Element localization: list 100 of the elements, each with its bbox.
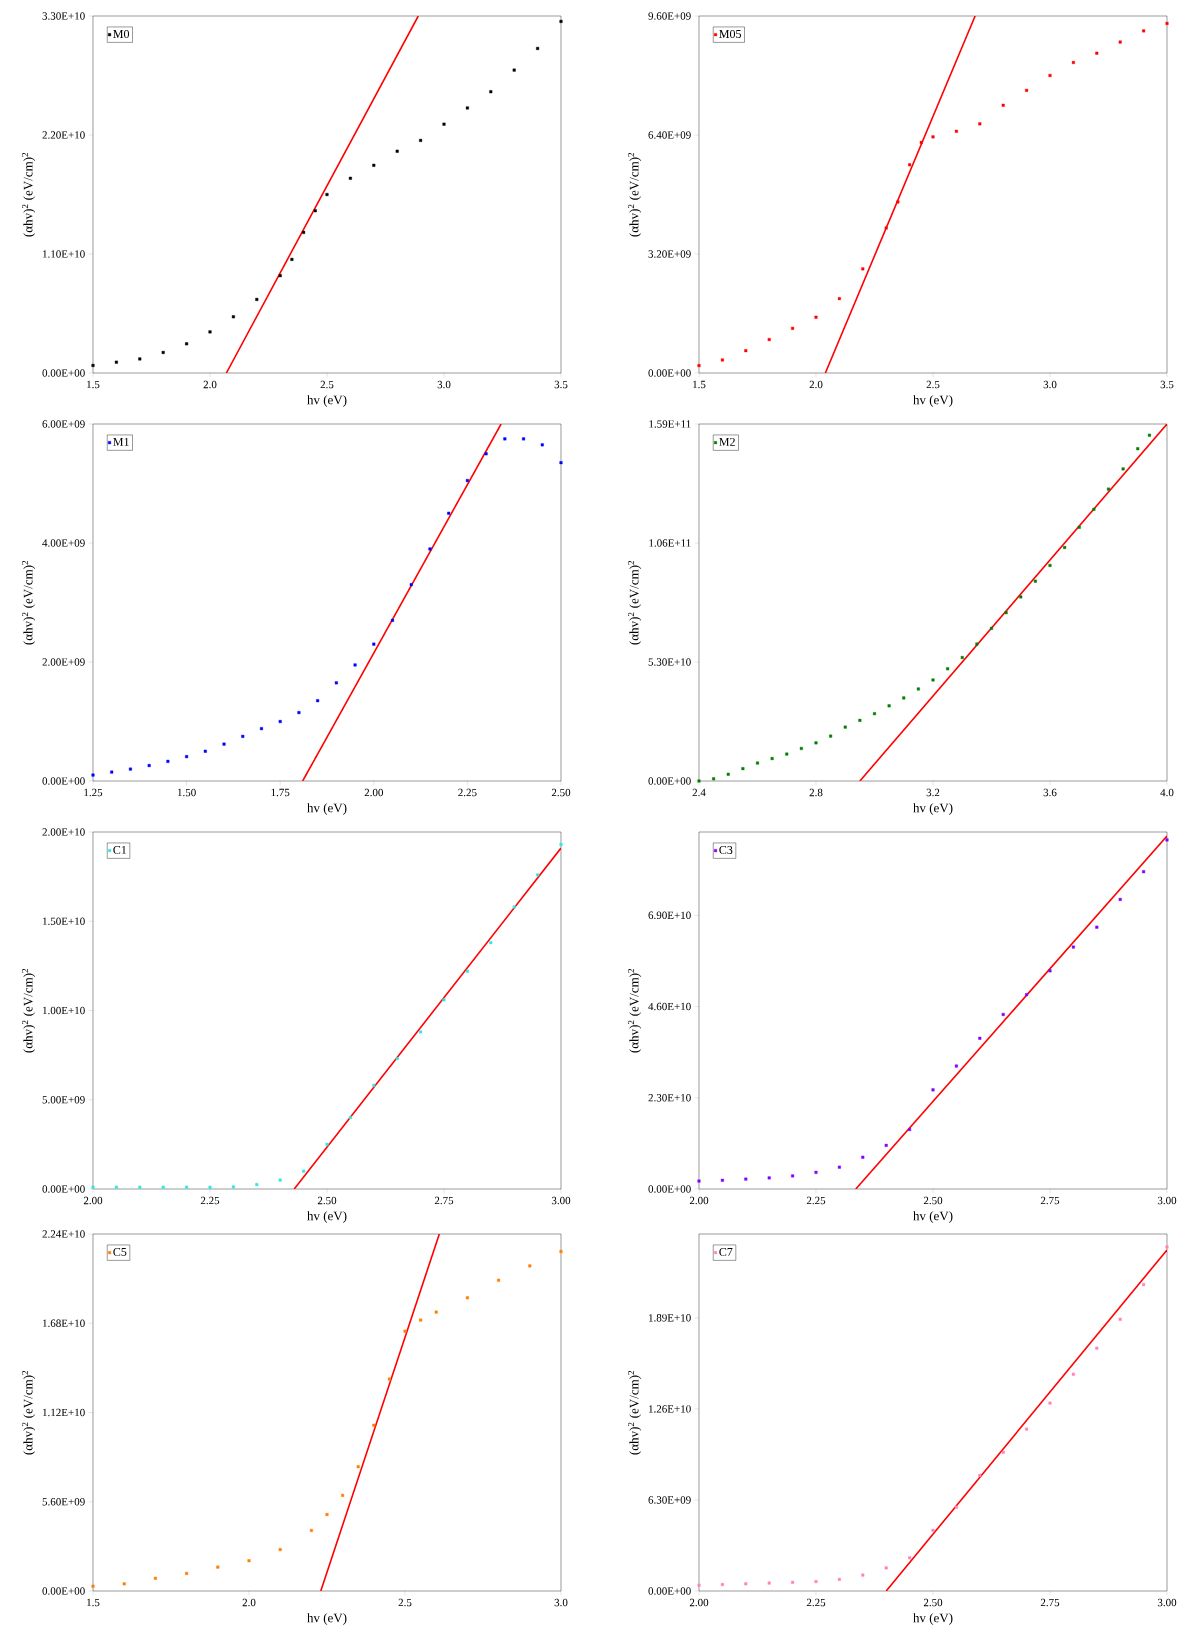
point bbox=[1033, 579, 1037, 583]
x-tick-label: 2.5 bbox=[320, 380, 334, 389]
point bbox=[325, 193, 329, 197]
legend-label: M05 bbox=[719, 29, 742, 39]
x-tick-label: 1.5 bbox=[87, 1598, 100, 1607]
point bbox=[990, 626, 993, 630]
point bbox=[1092, 507, 1096, 511]
point bbox=[791, 1174, 795, 1178]
point bbox=[559, 1250, 563, 1254]
point bbox=[185, 1571, 189, 1575]
x-tick-label: 3.5 bbox=[554, 380, 568, 389]
point bbox=[153, 1576, 157, 1580]
point bbox=[203, 749, 207, 753]
point bbox=[334, 681, 338, 685]
point bbox=[1136, 447, 1140, 451]
point bbox=[348, 176, 352, 180]
point bbox=[447, 511, 451, 515]
y-tick-label: 6.90E+10 bbox=[648, 911, 691, 920]
point bbox=[791, 1580, 795, 1584]
x-tick-label: 2.50 bbox=[923, 1196, 943, 1205]
x-tick-label: 2.25 bbox=[200, 1196, 220, 1205]
point bbox=[91, 1584, 95, 1588]
point bbox=[954, 129, 958, 133]
x-tick-label: 2.75 bbox=[1040, 1196, 1060, 1205]
point bbox=[161, 1185, 165, 1189]
x-tick-label: 2.00 bbox=[689, 1196, 709, 1205]
point bbox=[744, 1177, 748, 1181]
point bbox=[372, 642, 376, 646]
point bbox=[138, 1185, 142, 1189]
point bbox=[395, 1057, 399, 1061]
point bbox=[1063, 546, 1067, 549]
point bbox=[442, 998, 446, 1002]
point bbox=[114, 1185, 118, 1189]
x-tick-label: 2.4 bbox=[692, 788, 706, 797]
point bbox=[861, 267, 865, 271]
x-tick-label: 2.0 bbox=[809, 380, 823, 389]
x-tick-label: 4.0 bbox=[1160, 788, 1174, 797]
x-tick-label: 2.25 bbox=[806, 1598, 826, 1607]
point bbox=[1142, 870, 1146, 874]
point bbox=[559, 19, 563, 23]
point bbox=[208, 330, 212, 334]
y-tick-label: 0.00E+00 bbox=[42, 1587, 85, 1595]
point bbox=[512, 68, 516, 72]
point bbox=[247, 1559, 251, 1563]
point bbox=[931, 1088, 935, 1092]
point bbox=[185, 755, 189, 759]
point bbox=[1071, 945, 1075, 949]
point bbox=[185, 1185, 189, 1189]
y-tick-label: 3.30E+10 bbox=[42, 12, 85, 20]
point bbox=[908, 1556, 912, 1560]
x-tick-label: 2.00 bbox=[364, 788, 384, 797]
y-tick-label: 4.00E+09 bbox=[42, 539, 85, 547]
point bbox=[325, 1513, 329, 1517]
point bbox=[1001, 103, 1005, 107]
point bbox=[908, 1128, 912, 1131]
y-axis-title: (αhv)$^{2}$ (eV/cm)$^{2}$ bbox=[628, 1370, 642, 1455]
point bbox=[419, 1318, 423, 1322]
x-tick-label: 3.0 bbox=[554, 1598, 568, 1607]
point bbox=[1165, 838, 1169, 842]
point bbox=[309, 1528, 313, 1532]
point bbox=[122, 1582, 126, 1586]
point bbox=[1048, 563, 1052, 567]
x-tick-label: 3.00 bbox=[1157, 1196, 1177, 1205]
point bbox=[536, 873, 540, 877]
point bbox=[960, 656, 964, 660]
point bbox=[138, 357, 142, 361]
x-tick-label: 3.0 bbox=[437, 380, 451, 389]
point bbox=[353, 663, 357, 667]
point bbox=[931, 678, 935, 682]
y-tick-label: 3.20E+09 bbox=[648, 250, 691, 258]
point bbox=[978, 1036, 982, 1040]
x-tick-label: 2.8 bbox=[809, 788, 823, 797]
y-tick-label: 5.60E+09 bbox=[42, 1498, 85, 1506]
y-tick-label: 2.20E+10 bbox=[42, 131, 85, 139]
point bbox=[465, 969, 469, 973]
point bbox=[528, 1264, 532, 1268]
point bbox=[916, 687, 920, 691]
y-tick-label: 6.30E+09 bbox=[648, 1496, 691, 1504]
y-tick-label: 2.00E+09 bbox=[42, 658, 85, 666]
point bbox=[873, 712, 876, 716]
point bbox=[484, 452, 488, 456]
x-tick-label: 2.5 bbox=[398, 1598, 412, 1607]
point bbox=[1025, 1427, 1029, 1431]
point bbox=[861, 1155, 865, 1159]
point bbox=[884, 1566, 888, 1570]
point bbox=[278, 1548, 282, 1552]
x-tick-label: 3.0 bbox=[1043, 380, 1057, 389]
x-tick-label: 2.75 bbox=[1040, 1598, 1060, 1607]
y-tick-label: 6.40E+09 bbox=[648, 131, 691, 139]
point bbox=[91, 1185, 95, 1189]
point bbox=[166, 759, 170, 763]
y-axis-title: (αhv)$^{2}$ (eV/cm)$^{2}$ bbox=[22, 968, 36, 1053]
point bbox=[356, 1465, 360, 1469]
x-axis-title: hv (eV) bbox=[307, 395, 347, 407]
point bbox=[1095, 1346, 1099, 1350]
y-tick-label: 0.00E+00 bbox=[42, 1185, 85, 1193]
point bbox=[1048, 1401, 1052, 1405]
point bbox=[536, 46, 540, 50]
point bbox=[770, 757, 774, 761]
x-tick-label: 3.2 bbox=[926, 788, 940, 797]
